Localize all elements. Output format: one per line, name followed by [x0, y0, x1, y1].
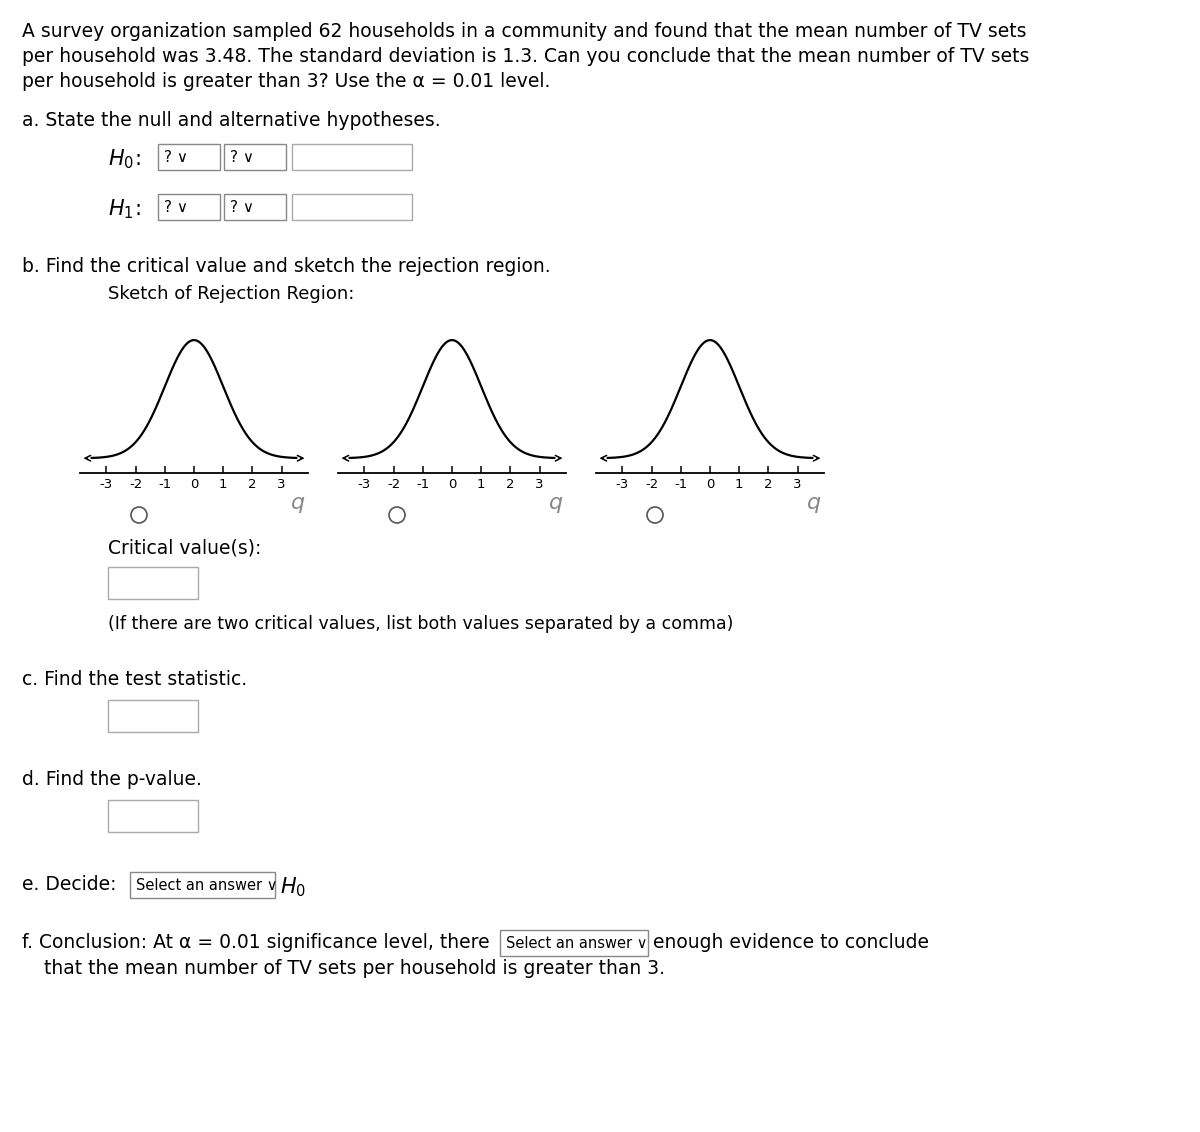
- FancyBboxPatch shape: [158, 194, 220, 220]
- Text: ? ∨: ? ∨: [164, 199, 188, 214]
- FancyBboxPatch shape: [224, 144, 286, 170]
- FancyBboxPatch shape: [500, 931, 648, 957]
- Text: ? ∨: ? ∨: [164, 149, 188, 164]
- Text: that the mean number of TV sets per household is greater than 3.: that the mean number of TV sets per hous…: [44, 959, 665, 978]
- Text: q: q: [548, 494, 563, 513]
- Text: q: q: [806, 494, 821, 513]
- Text: Select an answer ∨: Select an answer ∨: [506, 935, 648, 951]
- Text: Sketch of Rejection Region:: Sketch of Rejection Region:: [108, 285, 354, 303]
- Text: b. Find the critical value and sketch the rejection region.: b. Find the critical value and sketch th…: [22, 257, 551, 276]
- Text: c. Find the test statistic.: c. Find the test statistic.: [22, 670, 247, 689]
- Text: ? ∨: ? ∨: [230, 149, 254, 164]
- Text: $H_1\!:$: $H_1\!:$: [108, 197, 140, 221]
- Text: f. Conclusion: At α = 0.01 significance level, there: f. Conclusion: At α = 0.01 significance …: [22, 933, 490, 952]
- Text: $H_0\!:$: $H_0\!:$: [108, 147, 140, 171]
- FancyBboxPatch shape: [108, 700, 198, 732]
- FancyBboxPatch shape: [292, 144, 412, 170]
- FancyBboxPatch shape: [130, 872, 275, 898]
- Text: $H_0$: $H_0$: [280, 875, 306, 899]
- Text: a. State the null and alternative hypotheses.: a. State the null and alternative hypoth…: [22, 111, 440, 130]
- FancyBboxPatch shape: [292, 194, 412, 220]
- Text: Critical value(s):: Critical value(s):: [108, 539, 262, 558]
- Text: (If there are two critical values, list both values separated by a comma): (If there are two critical values, list …: [108, 615, 733, 633]
- Text: A survey organization sampled 62 households in a community and found that the me: A survey organization sampled 62 househo…: [22, 22, 1026, 41]
- Text: q: q: [290, 494, 305, 513]
- Text: per household was 3.48. The standard deviation is 1.3. Can you conclude that the: per household was 3.48. The standard dev…: [22, 48, 1030, 66]
- Text: enough evidence to conclude: enough evidence to conclude: [653, 933, 929, 952]
- FancyBboxPatch shape: [224, 194, 286, 220]
- FancyBboxPatch shape: [108, 800, 198, 832]
- FancyBboxPatch shape: [108, 567, 198, 599]
- Text: e. Decide:: e. Decide:: [22, 875, 116, 894]
- Text: Select an answer ∨: Select an answer ∨: [136, 877, 277, 892]
- FancyBboxPatch shape: [158, 144, 220, 170]
- Text: per household is greater than 3? Use the α = 0.01 level.: per household is greater than 3? Use the…: [22, 72, 551, 91]
- Text: d. Find the p-value.: d. Find the p-value.: [22, 770, 202, 789]
- Text: ? ∨: ? ∨: [230, 199, 254, 214]
